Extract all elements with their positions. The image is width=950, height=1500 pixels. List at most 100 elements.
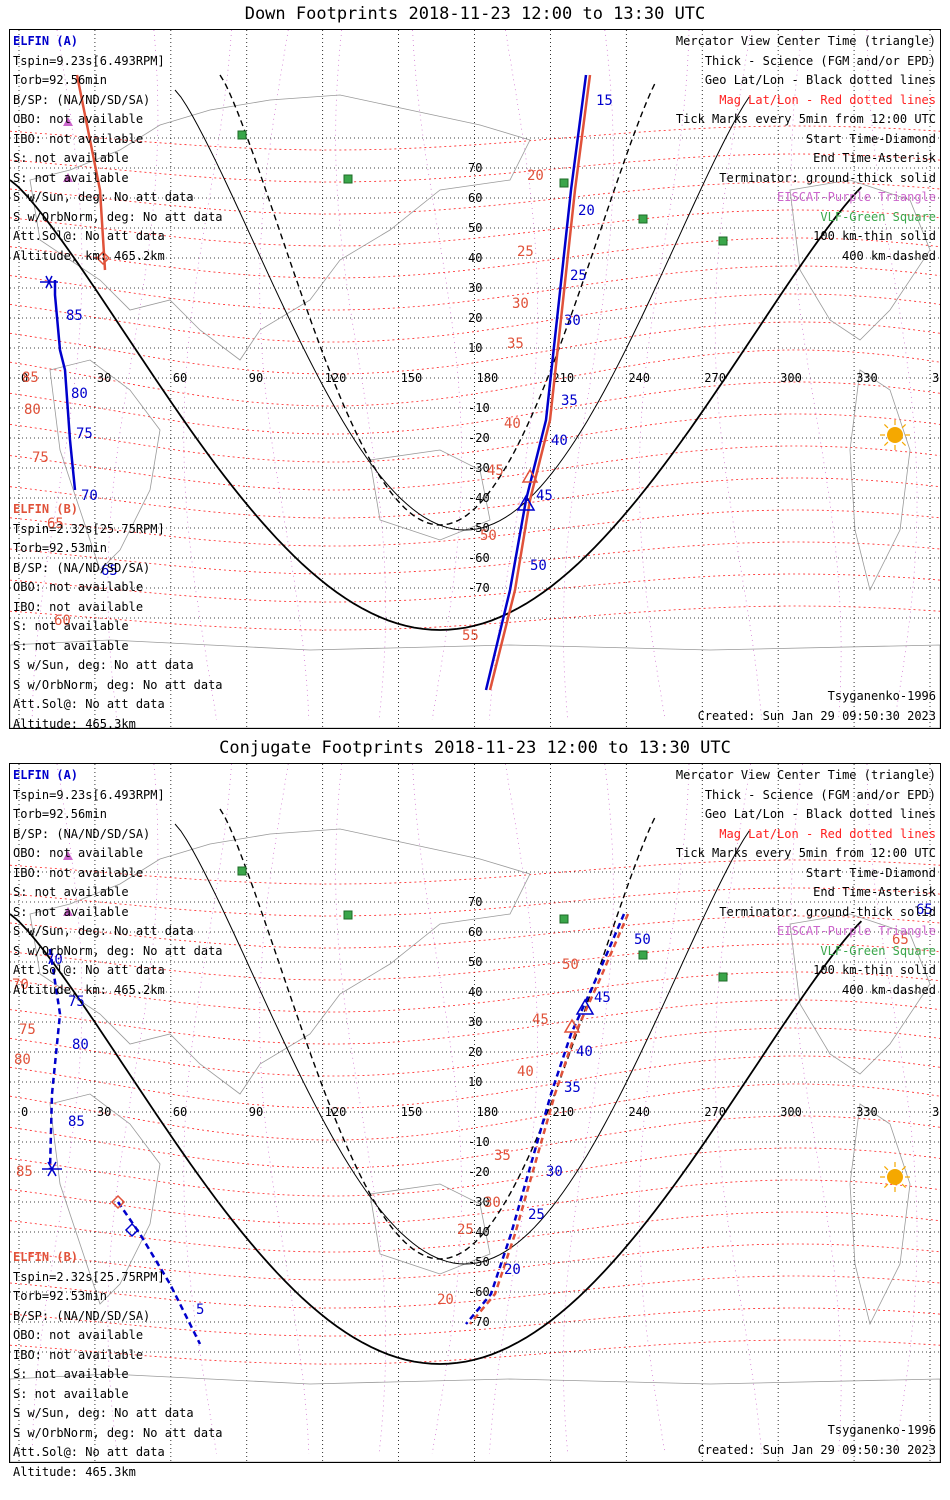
eiscat-triangle-icon: [63, 117, 73, 126]
elfin-b-line: Torb=92.53min: [13, 1289, 107, 1303]
track-tick-label: 50: [530, 558, 547, 574]
sun-disc: [887, 427, 903, 443]
elfin-a-track-west: [48, 948, 62, 1170]
track-tick-label: 30: [512, 296, 529, 312]
lon-tick-label: 90: [249, 1105, 263, 1119]
mag-meridian: [866, 30, 918, 721]
sun-disc: [887, 1169, 903, 1185]
mag-meridian: [412, 764, 462, 1455]
elfin-b-line: Tspin=2.32s[25.75RPM]: [13, 521, 165, 536]
legend-item: Thick - Science (FGM and/or EPD): [704, 787, 936, 802]
lat-tick-label: -30: [468, 461, 490, 475]
lat-tick-label: 40: [468, 251, 482, 265]
footprint-100km-line: [174, 823, 750, 1265]
lon-tick-label: 120: [325, 371, 347, 385]
legend-item: EISCAT-Purple Triangle: [777, 190, 936, 204]
lon-tick-label: 270: [704, 1105, 726, 1119]
elfin-b-line: IBO: not available: [13, 599, 144, 614]
terminator-line: [10, 179, 863, 631]
track-tick-label: 20: [437, 1292, 454, 1308]
sun-ray: [883, 423, 889, 429]
map-panel-down: 0 30 60 90 120 150 180 210 240 270 300 330 360 70 60 50…: [9, 29, 941, 731]
lat-tick-label: 60: [468, 925, 482, 939]
lon-tick-label: 300: [780, 1105, 802, 1119]
vlf-square-icon: [559, 914, 569, 924]
elfin-a-line: Tspin=9.23s[6.493RPM]: [13, 53, 165, 68]
panel-title-conjugate: Conjugate Footprints 2018-11-23 12:00 to…: [219, 738, 731, 758]
elfin-a-info: ELFIN (A) Tspin=9.23s[6.493RPM] Torb=92.…: [13, 32, 223, 266]
lat-tick-label: 70: [468, 895, 482, 909]
elfin-a-line: S w/OrbNorm, deg: No att data: [13, 209, 223, 224]
track-tick-label: 20: [527, 168, 544, 184]
track-tick-label: 50: [562, 957, 579, 973]
sun-ray: [883, 1165, 889, 1171]
terminator-line: [10, 913, 863, 1365]
elfin-b-line: S: not available: [13, 619, 129, 633]
track-tick-label: 45: [536, 488, 553, 504]
legend-item: 400 km-dashed: [842, 248, 936, 263]
mag-parallel: [10, 1179, 940, 1225]
elfin-b-info: ELFIN (B) Tspin=2.32s[25.75RPM] Torb=92.…: [13, 500, 223, 734]
mag-parallel: [10, 125, 940, 151]
lat-tick-label: 50: [468, 221, 482, 235]
coastline: [10, 639, 940, 728]
mag-parallel: [10, 1211, 940, 1253]
track-tick-label: 35: [561, 393, 578, 409]
mag-parallel: [10, 1147, 940, 1197]
model-label: Tsyganenko-1996: [827, 688, 936, 703]
mag-parallel: [10, 1243, 940, 1281]
lon-tick-label: 60: [173, 371, 187, 385]
start-diamond-icon: [110, 1194, 126, 1210]
mag-meridian: [335, 764, 386, 1455]
track-tick-label: 25: [517, 244, 534, 260]
track-tick-label: 45: [487, 463, 504, 479]
elfin-b-line: Tspin=2.32s[25.75RPM]: [13, 1269, 165, 1284]
elfin-b-track-west: [75, 74, 107, 271]
legend-item: VLF-Green Square: [820, 209, 936, 224]
lon-tick-label: 270: [704, 371, 726, 385]
elfin-a-line: OBO: not available: [13, 112, 144, 126]
lat-tick-label: 70: [468, 161, 482, 175]
lon-tick-label: 240: [628, 371, 650, 385]
center-triangle-icon: [563, 1018, 581, 1033]
footprint-100km-line: [174, 89, 750, 531]
lat-tick-label: -70: [468, 581, 490, 595]
lon-tick-label: 30: [97, 1105, 111, 1119]
mag-parallel: [10, 209, 940, 247]
track-tick-label: 80: [14, 1052, 31, 1068]
track-tick-label: 50: [480, 528, 497, 544]
track-tick-label: 40: [517, 1064, 534, 1080]
lon-tick-label: 180: [477, 1105, 499, 1119]
elfin-a-line: S w/Sun, deg: No att data: [13, 924, 194, 938]
vlf-square-icon: [559, 178, 569, 188]
legend-item: 100 km-thin solid: [813, 229, 936, 243]
map-legend: Mercator View Center Time (triangle) Thi…: [676, 32, 936, 266]
elfin-a-line: S: not available: [13, 151, 129, 165]
elfin-b-line: S: not available: [13, 1386, 129, 1401]
lon-tick-label: 150: [401, 1105, 423, 1119]
elfin-a-line: B/SP: (NA/ND/SD/SA): [13, 826, 151, 841]
lon-tick-label: 240: [628, 1105, 650, 1119]
lat-tick-label: 30: [468, 281, 482, 295]
elfin-b-line: B/SP: (NA/ND/SD/SA): [13, 560, 151, 575]
map-panel-conjugate: 0 30 60 90 120 150 180 210 240 270 300 330 360 70 60 50…: [9, 763, 941, 1479]
lon-tick-label: 210: [552, 1105, 574, 1119]
lat-tick-label: 20: [468, 1045, 482, 1059]
elfin-a-name: ELFIN (A): [13, 768, 79, 782]
lat-tick-label: -60: [468, 551, 490, 565]
track-tick-label: 70: [46, 952, 63, 968]
lon-tick-label: 150: [401, 371, 423, 385]
lat-tick-label: -10: [468, 401, 490, 415]
track-tick-label: 35: [494, 1148, 511, 1164]
mag-meridian: [107, 30, 159, 721]
mag-parallel: [10, 1275, 940, 1309]
vlf-square-icon: [237, 130, 247, 140]
coastline: [29, 828, 531, 1095]
track-tick-label: 5: [196, 1302, 204, 1318]
track-tick-label: 15: [596, 93, 613, 109]
footprint-400km-line: [219, 808, 657, 1260]
lat-tick-label: -40: [468, 1225, 490, 1239]
elfin-b-line: OBO: not available: [13, 580, 144, 594]
elfin-a-line: Altitude, km: 465.2km: [13, 248, 165, 263]
lon-tick-label: 330: [856, 371, 878, 385]
